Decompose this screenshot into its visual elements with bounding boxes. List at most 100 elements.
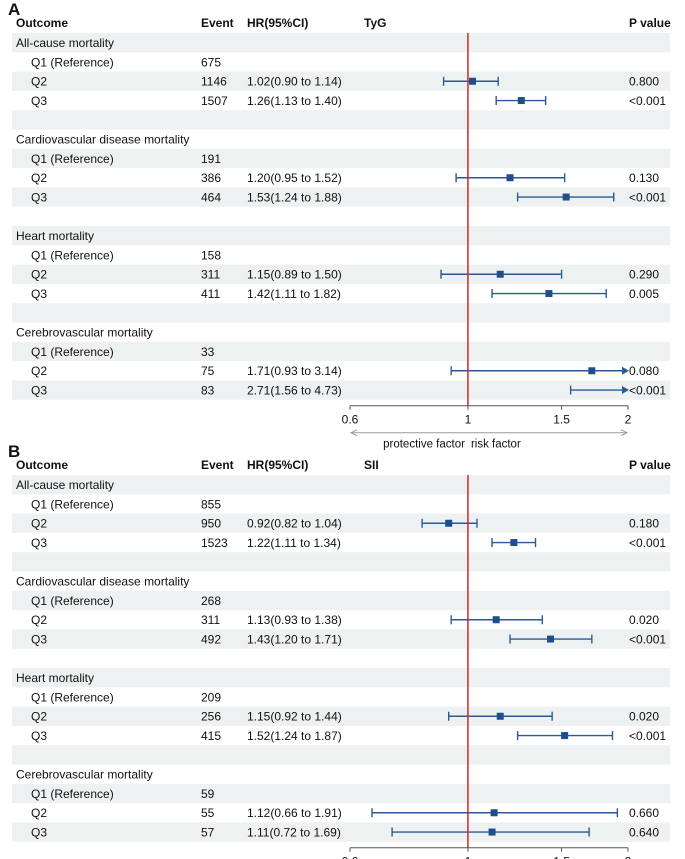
row-event: 158 bbox=[201, 248, 221, 262]
footer-risk-factor: risk factor bbox=[471, 439, 521, 451]
row-hr-text: 1.26(1.13 to 1.40) bbox=[247, 94, 342, 108]
row-band bbox=[12, 264, 670, 284]
group-title: Cardiovascular disease mortality bbox=[16, 132, 189, 146]
ci-arrow-high bbox=[622, 386, 629, 395]
row-p-value: 0.800 bbox=[629, 75, 659, 89]
group-title: Heart mortality bbox=[16, 229, 94, 243]
row-label: Q1 (Reference) bbox=[31, 594, 114, 608]
row-band bbox=[12, 822, 670, 842]
row-band bbox=[12, 71, 670, 91]
row-band bbox=[12, 33, 670, 53]
row-p-value: <0.001 bbox=[629, 94, 666, 108]
row-event: 1507 bbox=[201, 94, 228, 108]
x-tick-label: 1.5 bbox=[553, 855, 570, 859]
row-event: 268 bbox=[201, 594, 221, 608]
x-tick-label: 2 bbox=[625, 413, 632, 427]
row-label: Q2 bbox=[31, 806, 47, 820]
row-hr-text: 0.92(0.82 to 1.04) bbox=[247, 517, 342, 531]
row-event: 855 bbox=[201, 497, 221, 511]
row-label: Q3 bbox=[31, 287, 47, 301]
row-band bbox=[12, 187, 670, 207]
row-event: 83 bbox=[201, 383, 215, 397]
row-event: 411 bbox=[201, 287, 220, 301]
row-band bbox=[12, 706, 670, 726]
row-label: Q2 bbox=[31, 710, 47, 724]
row-p-value: 0.660 bbox=[629, 806, 659, 820]
panel-label: B bbox=[8, 442, 20, 461]
row-p-value: <0.001 bbox=[629, 632, 666, 646]
row-hr-text: 1.15(0.92 to 1.44) bbox=[247, 710, 342, 724]
row-event: 464 bbox=[201, 190, 221, 204]
x-tick-label: 2 bbox=[625, 855, 632, 859]
hr-marker bbox=[510, 539, 518, 547]
row-label: Q2 bbox=[31, 268, 47, 282]
row-band bbox=[12, 513, 670, 533]
row-p-value: <0.001 bbox=[629, 729, 666, 743]
row-p-value: <0.001 bbox=[629, 383, 666, 397]
x-tick-label: 1 bbox=[465, 413, 472, 427]
row-label: Q3 bbox=[31, 536, 47, 550]
row-hr-text: 1.42(1.11 to 1.82) bbox=[247, 287, 341, 301]
row-band bbox=[12, 629, 670, 649]
row-label: Q3 bbox=[31, 383, 47, 397]
row-p-value: 0.020 bbox=[629, 613, 659, 627]
hr-marker bbox=[490, 809, 498, 817]
row-hr-text: 1.12(0.66 to 1.91) bbox=[247, 806, 342, 820]
hr-marker bbox=[561, 732, 569, 740]
row-label: Q3 bbox=[31, 94, 47, 108]
row-event: 55 bbox=[201, 806, 215, 820]
header-p-value: P value bbox=[629, 458, 671, 472]
row-band bbox=[12, 380, 670, 400]
row-hr-text: 1.43(1.20 to 1.71) bbox=[247, 632, 342, 646]
row-label: Q1 (Reference) bbox=[31, 690, 114, 704]
row-p-value: 0.080 bbox=[629, 364, 659, 378]
x-tick-label: 1.5 bbox=[553, 413, 570, 427]
row-event: 386 bbox=[201, 171, 221, 185]
row-band bbox=[12, 590, 670, 611]
row-event: 950 bbox=[201, 517, 221, 531]
row-event: 57 bbox=[201, 825, 215, 839]
ci-arrow-high bbox=[622, 366, 629, 375]
row-event: 191 bbox=[201, 152, 221, 166]
row-hr-text: 1.53(1.24 to 1.88) bbox=[247, 190, 342, 204]
group-title: All-cause mortality bbox=[16, 478, 114, 492]
row-event: 675 bbox=[201, 55, 221, 69]
row-event: 33 bbox=[201, 345, 215, 359]
row-label: Q3 bbox=[31, 825, 47, 839]
row-label: Q3 bbox=[31, 632, 47, 646]
row-hr-text: 1.15(0.89 to 1.50) bbox=[247, 268, 342, 282]
row-label: Q1 (Reference) bbox=[31, 497, 114, 511]
row-band bbox=[12, 341, 670, 362]
group-title: All-cause mortality bbox=[16, 36, 114, 50]
row-label: Q1 (Reference) bbox=[31, 55, 114, 69]
group-title: Cerebrovascular mortality bbox=[16, 767, 153, 781]
hr-marker bbox=[517, 97, 525, 105]
row-label: Q1 (Reference) bbox=[31, 152, 114, 166]
row-event: 311 bbox=[201, 268, 220, 282]
hr-marker bbox=[506, 174, 514, 182]
header-plot-variable: SII bbox=[364, 458, 379, 472]
row-event: 492 bbox=[201, 632, 221, 646]
row-label: Q1 (Reference) bbox=[31, 345, 114, 359]
row-label: Q2 bbox=[31, 75, 47, 89]
row-band bbox=[12, 668, 670, 688]
row-p-value: 0.640 bbox=[629, 825, 659, 839]
row-event: 75 bbox=[201, 364, 215, 378]
row-band bbox=[12, 148, 670, 169]
row-hr-text: 2.71(1.56 to 4.73) bbox=[247, 383, 342, 397]
hr-marker bbox=[445, 519, 453, 527]
x-tick-label: 0.6 bbox=[342, 413, 359, 427]
row-label: Q1 (Reference) bbox=[31, 787, 114, 801]
hr-marker bbox=[547, 635, 555, 643]
row-label: Q2 bbox=[31, 364, 47, 378]
row-event: 1523 bbox=[201, 536, 228, 550]
row-hr-text: 1.71(0.93 to 3.14) bbox=[247, 364, 342, 378]
header-event: Event bbox=[201, 16, 234, 30]
hr-marker bbox=[492, 616, 500, 624]
row-event: 59 bbox=[201, 787, 215, 801]
hr-marker bbox=[588, 367, 596, 375]
header-outcome: Outcome bbox=[16, 16, 68, 30]
row-p-value: 0.005 bbox=[629, 287, 659, 301]
